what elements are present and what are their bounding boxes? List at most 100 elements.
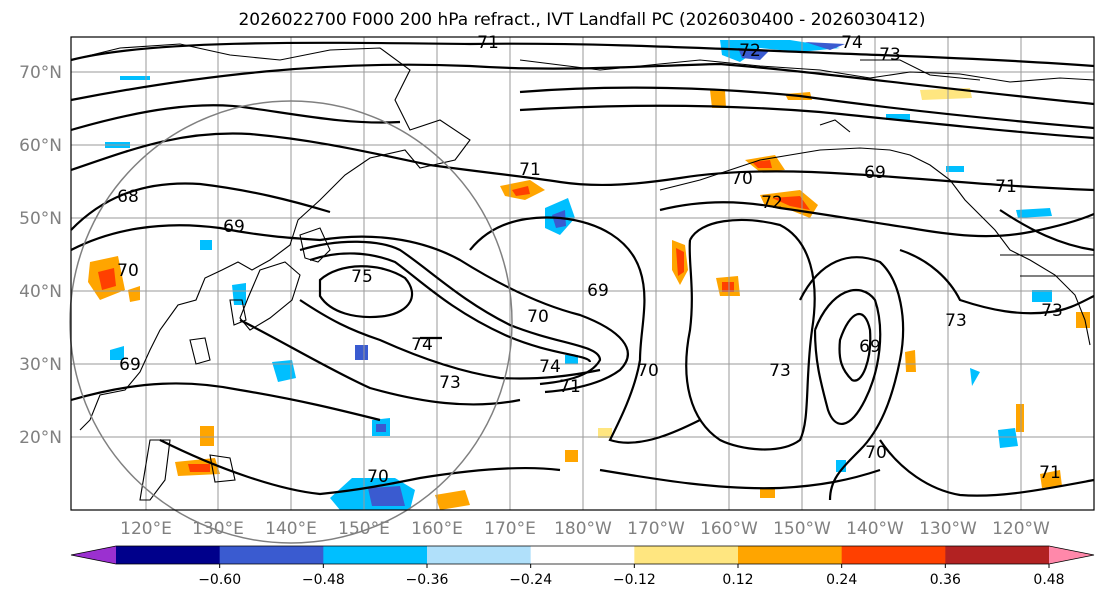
shade-patch xyxy=(200,426,214,446)
contour-label: 71 xyxy=(995,177,1017,197)
lat-label: 50°N xyxy=(19,209,62,229)
colorbar-segment xyxy=(841,546,946,564)
lon-label: 160°E xyxy=(411,519,463,539)
colorbar: −0.60 −0.48 −0.36 −0.24 −0.12 0.12 0.24 0.36 0.4… xyxy=(70,545,1095,588)
shade-patch xyxy=(1040,470,1062,488)
contour-label: 73 xyxy=(879,45,901,65)
shade-patch xyxy=(376,424,386,432)
contour-labels: 71 72 74 73 71 70 69 71 72 75 70 74 73 7… xyxy=(117,33,1063,487)
contour-label: 74 xyxy=(411,335,433,355)
contour-label: 73 xyxy=(945,311,967,331)
lon-label: 150°E xyxy=(338,519,390,539)
shade-patch xyxy=(710,90,726,108)
shade-patch xyxy=(998,428,1018,448)
colorbar-tick-label: −0.60 xyxy=(198,572,241,588)
lon-label: 120°W xyxy=(992,519,1050,539)
contour-label: 71 xyxy=(519,160,541,180)
shade-patch xyxy=(565,450,578,462)
shade-patch xyxy=(1076,312,1090,328)
colorbar-tick-label: −0.24 xyxy=(509,572,552,588)
contour-label: 70 xyxy=(117,261,139,281)
shade-patch xyxy=(598,428,612,438)
contour-label: 70 xyxy=(637,361,659,381)
shade-patch xyxy=(232,283,246,305)
colorbar-tick-label: 0.36 xyxy=(930,572,961,588)
colorbar-tick-label: −0.48 xyxy=(302,572,345,588)
shade-patch xyxy=(565,355,578,364)
contour-label: 74 xyxy=(841,33,863,53)
contour-label: 71 xyxy=(477,33,499,53)
colorbar-tick-label: 0.24 xyxy=(826,572,857,588)
shade-patch xyxy=(920,88,972,100)
shade-patch xyxy=(946,166,964,172)
contour-label: 69 xyxy=(587,281,609,301)
coastlines xyxy=(70,43,1095,501)
colorbar-segment xyxy=(738,546,843,564)
contour-label: 73 xyxy=(439,373,461,393)
lon-label: 130°E xyxy=(192,519,244,539)
lon-label: 130°W xyxy=(919,519,977,539)
colorbar-segment xyxy=(219,546,324,564)
shade-patch xyxy=(188,464,210,472)
colorbar-extend-min xyxy=(71,546,116,564)
lon-label: 140°E xyxy=(265,519,317,539)
shade-patch xyxy=(805,42,845,50)
shade-patch xyxy=(1032,290,1052,302)
shade-patch xyxy=(905,350,916,372)
shade-patch xyxy=(760,488,775,498)
lon-label: 170°E xyxy=(484,519,536,539)
landfall-radius-circle xyxy=(69,100,513,544)
contour-label: 72 xyxy=(761,193,783,213)
contour-label: 69 xyxy=(864,163,886,183)
shade-patch xyxy=(368,486,405,506)
shade-patch xyxy=(752,160,772,168)
contour-label: 70 xyxy=(865,443,887,463)
shade-patch xyxy=(1016,208,1052,218)
shade-patch xyxy=(720,40,840,62)
contour-label: 69 xyxy=(223,217,245,237)
colorbar-outline xyxy=(70,545,1095,565)
ivt-shading xyxy=(88,40,1090,510)
shade-patch xyxy=(98,268,116,290)
lat-label: 20°N xyxy=(19,428,62,448)
contour-label: 70 xyxy=(367,467,389,487)
contour-label: 69 xyxy=(119,355,141,375)
shade-patch xyxy=(512,186,530,196)
contour-label: 69 xyxy=(859,337,881,357)
shade-patch xyxy=(128,286,140,302)
colorbar-tick-label: −0.36 xyxy=(406,572,449,588)
shade-patch xyxy=(355,345,368,360)
contour-label: 73 xyxy=(769,361,791,381)
shade-patch xyxy=(970,368,980,386)
contour-label: 70 xyxy=(731,169,753,189)
refractivity-contours xyxy=(70,41,1095,501)
graticule xyxy=(71,37,1094,510)
lon-label: 150°W xyxy=(773,519,831,539)
colorbar-extend-max xyxy=(1049,546,1094,564)
lon-label: 160°W xyxy=(700,519,758,539)
colorbar-tick-label: −0.12 xyxy=(613,572,656,588)
colorbar-segment xyxy=(634,546,739,564)
figure-title: 2026022700 F000 200 hPa refract., IVT La… xyxy=(238,10,925,30)
colorbar-tick-label: 0.12 xyxy=(722,572,753,588)
shade-patch xyxy=(435,490,470,510)
lat-label: 60°N xyxy=(19,136,62,156)
shade-patch xyxy=(1016,404,1024,432)
colorbar-segment xyxy=(945,546,1050,564)
colorbar-segment xyxy=(530,546,635,564)
colorbar-segment xyxy=(427,546,532,564)
contour-label: 71 xyxy=(559,377,581,397)
latitude-labels: 70°N 60°N 50°N 40°N 30°N 20°N xyxy=(19,63,62,448)
contour-label: 71 xyxy=(1039,463,1061,483)
map-panel: 71 72 74 73 71 70 69 71 72 75 70 74 73 7… xyxy=(69,33,1095,544)
map-border xyxy=(70,36,1095,511)
shade-patch xyxy=(272,360,296,382)
lat-label: 40°N xyxy=(19,282,62,302)
contour-label: 70 xyxy=(527,307,549,327)
lon-label: 140°W xyxy=(846,519,904,539)
shade-patch xyxy=(722,282,734,292)
contour-label: 75 xyxy=(351,267,373,287)
shade-patch xyxy=(772,196,810,210)
shade-patch xyxy=(110,346,124,360)
